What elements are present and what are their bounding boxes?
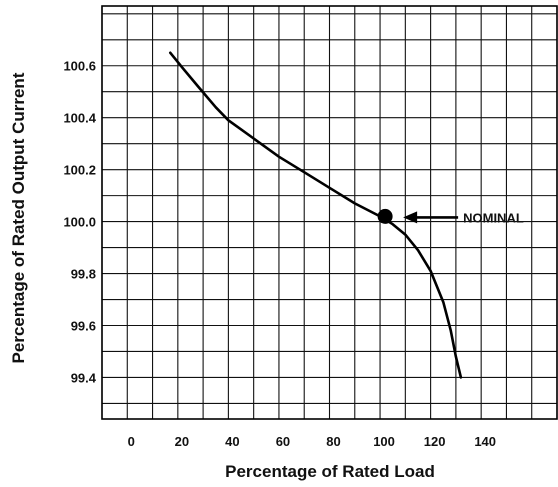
x-tick-label: 0 (128, 434, 135, 449)
annotations: NOMINAL (377, 208, 524, 225)
y-tick-label: 99.4 (71, 370, 97, 385)
grid (101, 5, 558, 420)
x-tick-label: 140 (474, 434, 496, 449)
plot-frame (101, 5, 558, 420)
y-tick-label: 100.0 (63, 215, 96, 230)
y-tick-label: 99.6 (71, 318, 96, 333)
x-axis-label: Percentage of Rated Load (225, 462, 435, 481)
y-tick-label: 100.4 (63, 111, 96, 126)
x-tick-label: 100 (373, 434, 395, 449)
x-tick-label: 40 (225, 434, 239, 449)
y-tick-labels: 99.4 99.6 99.8 100.0 100.2 100.4 100.6 (63, 59, 96, 386)
x-tick-label: 60 (276, 434, 290, 449)
series-line (169, 51, 463, 379)
y-axis-label: Percentage of Rated Output Current (9, 72, 28, 363)
x-tick-label: 80 (326, 434, 340, 449)
y-tick-label: 100.6 (63, 59, 96, 74)
x-tick-labels: 0 20 40 60 80 100 120 140 (128, 434, 496, 449)
y-tick-label: 100.2 (63, 163, 96, 178)
x-tick-label: 120 (424, 434, 446, 449)
nominal-label: NOMINAL (463, 210, 524, 225)
nominal-arrow-head (403, 211, 418, 224)
y-tick-label: 99.8 (71, 267, 96, 282)
nominal-point (377, 208, 393, 224)
x-tick-label: 20 (175, 434, 189, 449)
